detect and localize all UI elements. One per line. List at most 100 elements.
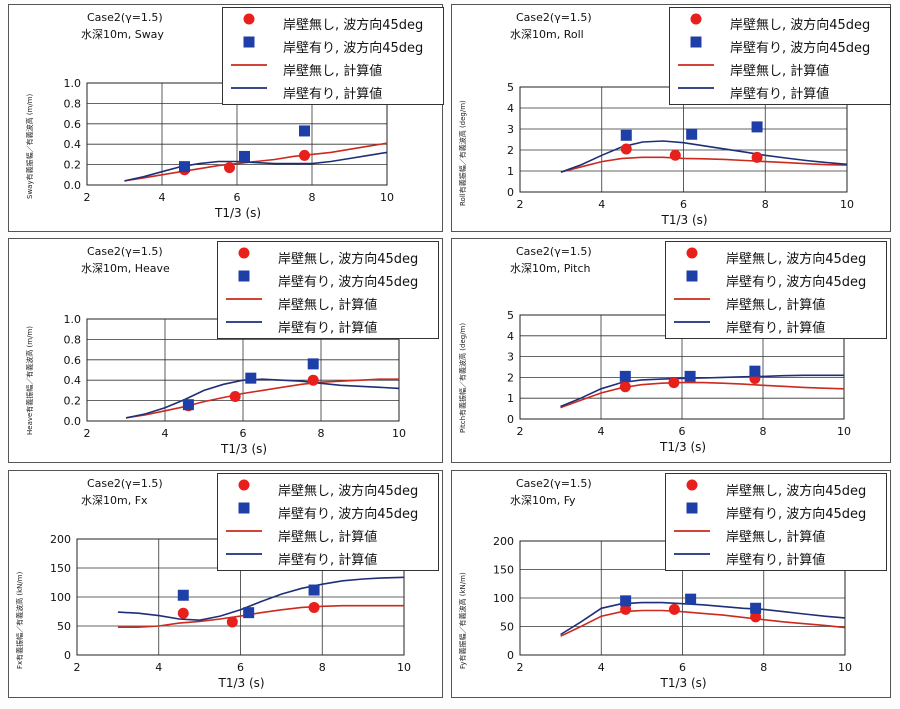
y-tick-label: 1.0 [64,77,82,90]
calc-line-with-wall [560,601,846,636]
legend-label: 岸壁有り, 波方向45deg [726,507,867,522]
data-point-no-wall [669,149,681,161]
data-point-with-wall [308,584,320,596]
y-tick-label: 4 [507,330,514,343]
x-tick-label: 8 [319,661,326,674]
case-label: Case2(γ=1.5) [516,11,592,24]
chart-panel: 2 4 6 8 10 0.0 0.2 0.4 0.6 0.8 1.0 Case2(γ=1.5) 水深10… [8,238,443,463]
legend-item: 岸壁無し, 波方向45deg [674,478,884,500]
legend-label: 岸壁有り, 計算値 [730,87,830,102]
y-tick-label: 1 [507,392,514,405]
case-label: Case2(γ=1.5) [87,11,163,24]
x-tick-label: 8 [309,191,316,204]
legend-item: 岸壁無し, 計算値 [674,524,884,546]
x-tick-label: 8 [760,425,767,438]
legend-symbol [238,502,250,514]
legend-label: 岸壁無し, 計算値 [283,64,383,79]
legend-symbol [686,270,698,282]
legend-item: 岸壁無し, 波方向45deg [226,246,436,268]
data-point-no-wall [620,143,632,155]
legend-item: 岸壁無し, 計算値 [674,292,884,314]
y-tick-label: 5 [507,309,514,322]
y-tick-label: 0.6 [64,118,82,131]
data-point-with-wall [177,589,189,601]
depth-label: 水深10m, Fx [81,494,148,507]
x-tick-label: 2 [84,191,91,204]
case-label: Case2(γ=1.5) [516,477,592,490]
y-tick-label: 0.8 [64,97,82,110]
data-point-no-wall [750,611,762,623]
legend-symbol [690,13,702,25]
x-tick-label: 4 [159,191,166,204]
chart-svg: 2 4 6 8 10 0.0 0.2 0.4 0.6 0.8 1.0 [64,77,395,204]
legend-circle-marker [690,13,702,25]
legend-symbol [226,321,262,323]
data-point-no-wall [620,603,632,615]
calc-line-no-wall [124,142,388,182]
legend-circle-marker [238,479,250,491]
calc-line-no-wall [560,609,846,637]
y-tick-label: 0.8 [64,333,82,346]
chart-panel: 2 4 6 8 10 0 50 100 150 200 Case2(γ=1.5) 水深10m, Fy F… [451,470,891,698]
y-tick-label: 0.6 [64,354,82,367]
x-tick-label: 8 [762,198,769,211]
legend-label: 岸壁有り, 計算値 [726,321,826,336]
data-point-with-wall [245,372,257,384]
y-tick-label: 4 [507,102,514,115]
legend-symbol [226,298,262,300]
x-tick-label: 4 [162,427,169,440]
data-point-with-wall [685,593,697,605]
legend-symbol [231,87,267,89]
legend-label: 岸壁有り, 波方向45deg [278,507,419,522]
x-tick-label: 6 [680,198,687,211]
y-tick-label: 50 [500,621,514,634]
y-tick-label: 0.0 [64,415,82,428]
chart-legend: 岸壁無し, 波方向45deg 岸壁有り, 波方向45deg 岸壁無し, 計算値 岸壁有… [669,7,891,105]
chart-panel: 2 4 6 8 10 0 1 2 3 4 5 Case2(γ=1.5) 水深10m, Pitch Pitc… [451,238,891,463]
data-point-with-wall [243,607,255,619]
y-tick-label: 0.4 [64,138,82,151]
data-point-with-wall [620,129,632,141]
chart-legend: 岸壁無し, 波方向45deg 岸壁有り, 波方向45deg 岸壁無し, 計算値 岸壁有… [665,473,887,571]
y-tick-label: 3 [507,123,514,136]
y-tick-label: 0 [507,186,514,199]
chart-panel: 2 4 6 8 10 0 50 100 150 200 Case2(γ=1.5) 水深10m, Fx F… [8,470,443,698]
calc-line-no-wall [560,381,845,409]
legend-symbol [674,321,710,323]
y-tick-label: 150 [50,562,71,575]
chart-legend: 岸壁無し, 波方向45deg 岸壁有り, 波方向45deg 岸壁無し, 計算値 岸壁有… [217,241,439,339]
depth-label: 水深10m, Heave [81,262,170,275]
data-point-with-wall [749,365,761,377]
legend-symbol [238,247,250,259]
legend-label: 岸壁有り, 計算値 [278,321,378,336]
legend-symbol [674,298,710,300]
case-label: Case2(γ=1.5) [516,245,592,258]
chart-legend: 岸壁無し, 波方向45deg 岸壁有り, 波方向45deg 岸壁無し, 計算値 岸壁有… [222,7,444,105]
calc-line-with-wall [117,576,405,622]
legend-square-marker [690,36,702,48]
x-tick-label: 10 [392,427,406,440]
data-point-with-wall [239,150,250,162]
data-point-no-wall [224,162,235,174]
legend-circle-marker [243,13,255,25]
legend-label: 岸壁無し, 波方向45deg [726,252,867,267]
legend-square-marker [238,270,250,282]
legend-symbol [674,530,710,532]
legend-label: 岸壁無し, 計算値 [730,64,830,79]
legend-symbol [226,553,262,555]
chart-svg: 2 4 6 8 10 0 1 2 3 4 5 [507,309,851,438]
x-tick-label: 4 [598,198,605,211]
case-label: Case2(γ=1.5) [87,245,163,258]
legend-item: 岸壁有り, 波方向45deg [231,35,441,57]
x-tick-label: 2 [517,425,524,438]
x-tick-label: 2 [84,427,91,440]
legend-symbol [686,247,698,259]
data-point-with-wall [179,161,190,173]
legend-item: 岸壁有り, 波方向45deg [226,501,436,523]
legend-symbol [243,36,255,48]
y-tick-label: 0 [507,649,514,662]
data-point-no-wall [668,603,680,615]
chart-legend: 岸壁無し, 波方向45deg 岸壁有り, 波方向45deg 岸壁無し, 計算値 岸壁有… [217,473,439,571]
legend-label: 岸壁有り, 波方向45deg [726,275,867,290]
x-axis-label: T1/3 (s) [660,676,707,690]
